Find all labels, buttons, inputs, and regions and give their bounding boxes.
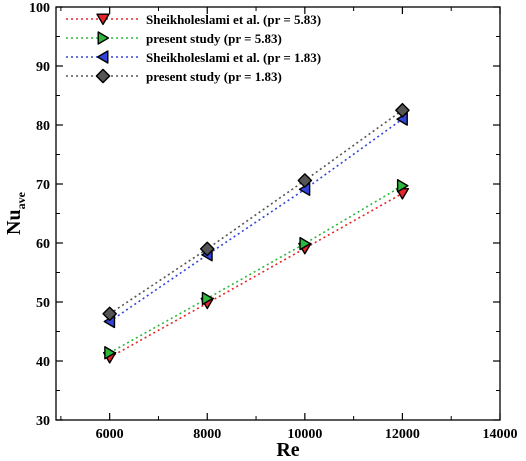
data-point <box>104 346 116 360</box>
data-point <box>102 306 117 322</box>
x-tick-label: 6000 <box>96 427 124 442</box>
series-2 <box>104 179 409 360</box>
x-tick-label: 8000 <box>193 427 221 442</box>
series-line <box>109 185 403 354</box>
data-point <box>299 236 311 251</box>
x-axis-label: Re <box>276 439 299 461</box>
x-axis-label-text: Re <box>276 439 299 461</box>
legend-label: present study (pr = 1.83) <box>146 69 282 84</box>
legend-marker <box>97 31 110 45</box>
y-tick-label: 90 <box>36 60 50 75</box>
x-tick-label: 10000 <box>287 427 322 442</box>
legend-marker <box>96 50 109 64</box>
y-axis-label: Nuave <box>3 191 28 235</box>
legend-label: Sheikholeslami et al. (pr = 5.83) <box>146 12 321 27</box>
legend-label: Sheikholeslami et al. (pr = 1.83) <box>146 50 321 65</box>
data-point <box>199 241 215 257</box>
series-layer <box>102 102 410 364</box>
legend-marker <box>95 68 111 84</box>
y-axis-label-main: Nu <box>3 209 25 235</box>
data-point <box>396 179 409 193</box>
y-tick-label: 60 <box>36 237 50 252</box>
series-line <box>109 109 403 315</box>
x-tick-label: 12000 <box>385 427 420 442</box>
y-tick-label: 40 <box>36 355 50 370</box>
y-tick-label: 100 <box>29 1 50 16</box>
x-tick-label: 14000 <box>483 427 518 442</box>
series-line <box>109 192 403 359</box>
legend-item-1: Sheikholeslami et al. (pr = 5.83) <box>66 12 321 27</box>
legend-marker <box>96 13 110 26</box>
legend-label: present study (pr = 5.83) <box>146 31 282 46</box>
legend: Sheikholeslami et al. (pr = 5.83) present… <box>66 12 321 84</box>
data-point <box>297 173 313 188</box>
legend-item-3: Sheikholeslami et al. (pr = 1.83) <box>66 50 321 65</box>
series-line <box>109 118 403 323</box>
series-4 <box>102 102 410 322</box>
data-point <box>395 102 410 118</box>
legend-item-4: present study (pr = 1.83) <box>66 68 282 84</box>
y-tick-label: 70 <box>36 178 50 193</box>
y-tick-label: 30 <box>36 414 50 429</box>
legend-item-2: present study (pr = 5.83) <box>66 31 282 46</box>
y-tick-label: 50 <box>36 296 50 311</box>
y-tick-label: 80 <box>36 119 50 134</box>
data-point <box>201 291 214 306</box>
y-axis-label-sub: ave <box>14 191 28 209</box>
plot-area: 30 40 50 60 70 80 90 100 6000 8000 10000 12000 14000 <box>29 1 518 442</box>
